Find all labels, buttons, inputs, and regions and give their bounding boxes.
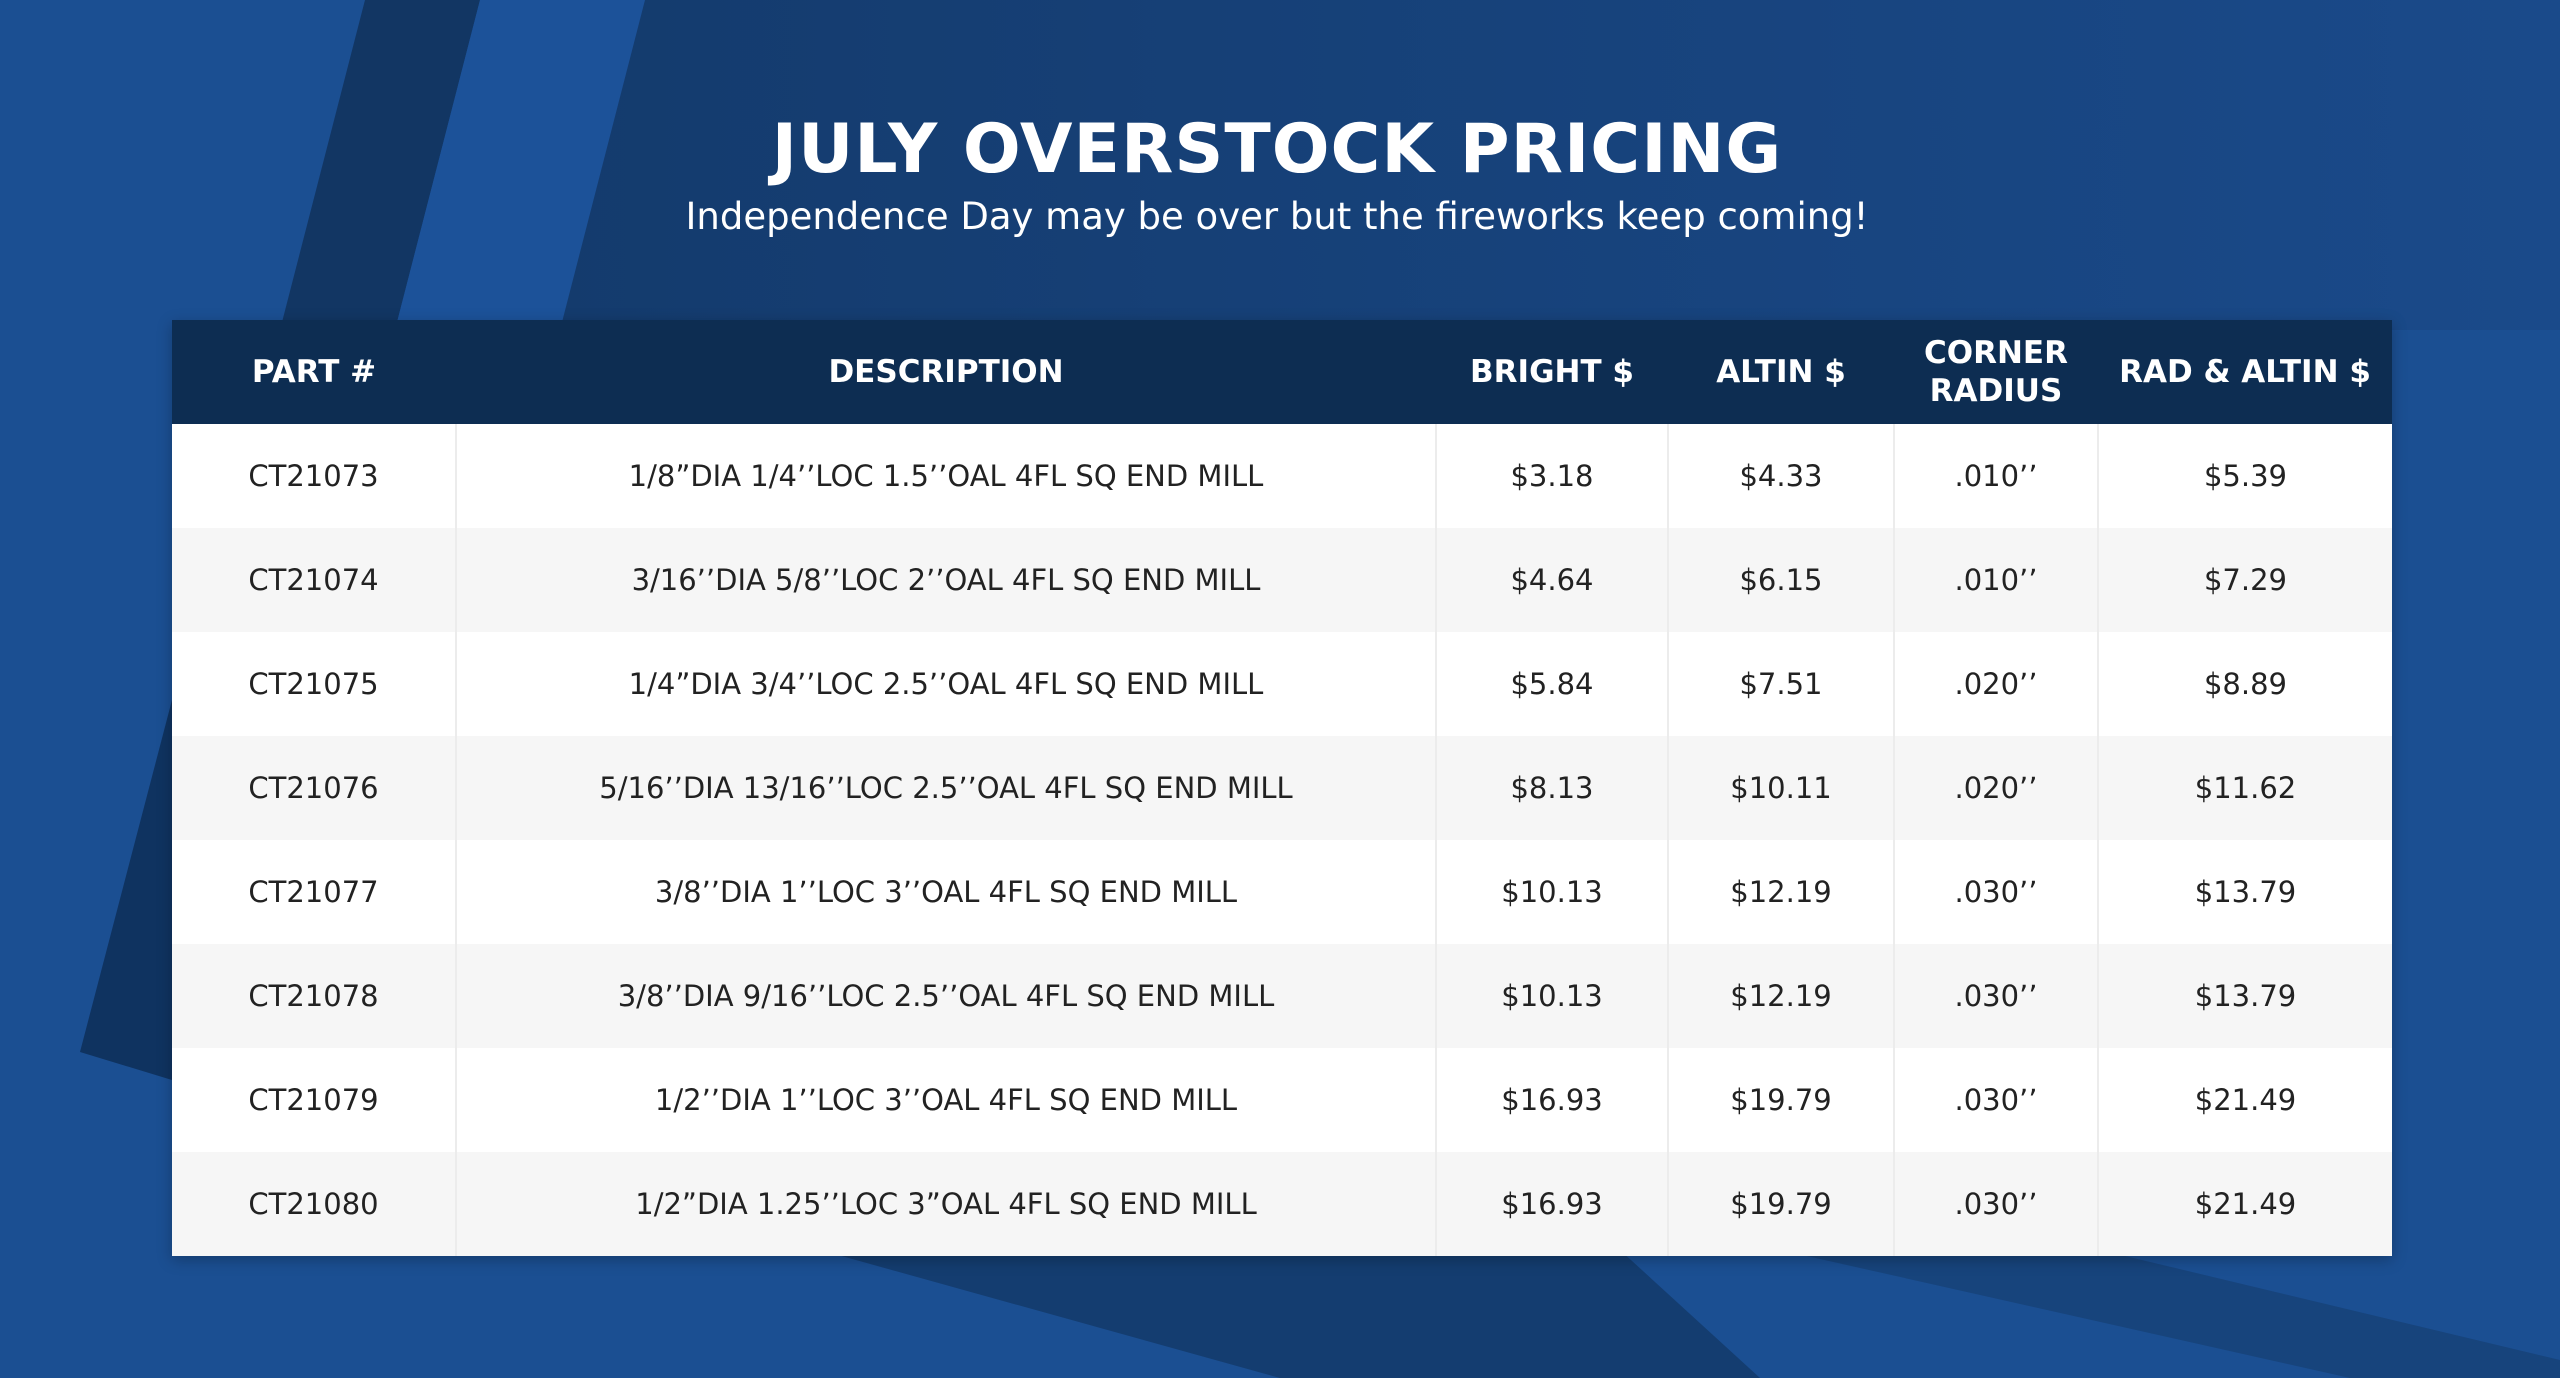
cell-rad-altin-price: $21.49: [2194, 1187, 2297, 1221]
cell-bright-price: $4.64: [1436, 528, 1669, 632]
page-title: JULY OVERSTOCK PRICING: [771, 110, 1783, 189]
column-header-altin: ALTIN $: [1716, 354, 1846, 390]
cell-bright-price: $8.13: [1436, 736, 1669, 840]
background-left-shard: [80, 700, 172, 1080]
background-bottom-right-streak: [1780, 1250, 2560, 1378]
column-header-corner-radius-line2: RADIUS: [1929, 373, 2063, 409]
cell-rad-altin-price: $11.62: [2194, 771, 2297, 805]
background-top-panel: [560, 0, 2560, 330]
table-row: CT21075 1/4”DIA 3/4’’LOC 2.5’’OAL 4FL SQ…: [172, 632, 2392, 736]
cell-description: 3/8’’DIA 1’’LOC 3’’OAL 4FL SQ END MILL: [456, 840, 1437, 944]
table-row: CT21076 5/16’’DIA 13/16’’LOC 2.5’’OAL 4F…: [172, 736, 2392, 840]
cell-part: CT21080: [172, 1152, 457, 1256]
cell-corner-radius: .010’’: [1894, 424, 2099, 528]
cell-description: 3/8’’DIA 9/16’’LOC 2.5’’OAL 4FL SQ END M…: [456, 944, 1437, 1048]
cell-altin-price: $4.33: [1668, 424, 1895, 528]
cell-corner-radius: .020’’: [1894, 632, 2099, 736]
cell-rad-altin-price: $5.39: [2203, 459, 2288, 493]
column-header-bright: BRIGHT $: [1470, 354, 1634, 390]
table-row: CT21077 3/8’’DIA 1’’LOC 3’’OAL 4FL SQ EN…: [172, 840, 2392, 944]
cell-altin-price: $12.19: [1668, 944, 1895, 1048]
cell-rad-altin-price: $7.29: [2203, 563, 2288, 597]
cell-bright-price: $5.84: [1436, 632, 1669, 736]
cell-description: 5/16’’DIA 13/16’’LOC 2.5’’OAL 4FL SQ END…: [456, 736, 1437, 840]
cell-description: 1/8”DIA 1/4’’LOC 1.5’’OAL 4FL SQ END MIL…: [456, 424, 1437, 528]
cell-corner-radius: .010’’: [1894, 528, 2099, 632]
cell-rad-altin-price: $13.79: [2194, 979, 2297, 1013]
cell-description: 1/2”DIA 1.25’’LOC 3”OAL 4FL SQ END MILL: [456, 1152, 1437, 1256]
column-header-description: DESCRIPTION: [828, 354, 1064, 390]
cell-corner-radius: .030’’: [1894, 1048, 2099, 1152]
cell-part: CT21079: [172, 1048, 457, 1152]
table-row: CT21073 1/8”DIA 1/4’’LOC 1.5’’OAL 4FL SQ…: [172, 424, 2392, 528]
cell-corner-radius: .030’’: [1894, 944, 2099, 1048]
cell-bright-price: $16.93: [1436, 1048, 1669, 1152]
cell-bright-price: $3.18: [1436, 424, 1669, 528]
cell-part: CT21078: [172, 944, 457, 1048]
cell-rad-altin-price: $8.89: [2203, 667, 2288, 701]
column-header-rad-altin: RAD & ALTIN $: [2119, 354, 2371, 390]
cell-altin-price: $12.19: [1668, 840, 1895, 944]
column-header-corner-radius-line1: CORNER: [1924, 335, 2068, 371]
cell-part: CT21076: [172, 736, 457, 840]
table-row: CT21078 3/8’’DIA 9/16’’LOC 2.5’’OAL 4FL …: [172, 944, 2392, 1048]
page-subtitle: Independence Day may be over but the fir…: [685, 195, 1869, 238]
cell-bright-price: $10.13: [1436, 840, 1669, 944]
column-header-corner-radius: CORNER RADIUS: [1894, 320, 2098, 424]
table-body: CT21073 1/8”DIA 1/4’’LOC 1.5’’OAL 4FL SQ…: [172, 424, 2392, 1256]
background-dark-stripe: [280, 0, 480, 330]
table-row: CT21079 1/2’’DIA 1’’LOC 3’’OAL 4FL SQ EN…: [172, 1048, 2392, 1152]
cell-description: 3/16’’DIA 5/8’’LOC 2’’OAL 4FL SQ END MIL…: [456, 528, 1437, 632]
table-header: PART # DESCRIPTION BRIGHT $ ALTIN $ CORN…: [172, 320, 2392, 424]
cell-part: CT21073: [172, 424, 457, 528]
cell-altin-price: $19.79: [1668, 1152, 1895, 1256]
table-header-row: PART # DESCRIPTION BRIGHT $ ALTIN $ CORN…: [172, 320, 2392, 424]
cell-part: CT21075: [172, 632, 457, 736]
table-row: CT21080 1/2”DIA 1.25’’LOC 3”OAL 4FL SQ E…: [172, 1152, 2392, 1256]
background-bottom-streak: [820, 1250, 1760, 1378]
cell-part: CT21077: [172, 840, 457, 944]
cell-altin-price: $6.15: [1668, 528, 1895, 632]
cell-bright-price: $10.13: [1436, 944, 1669, 1048]
background-light-stripe: [395, 0, 645, 330]
cell-part: CT21074: [172, 528, 457, 632]
cell-corner-radius: .020’’: [1894, 736, 2099, 840]
column-header-part: PART #: [251, 354, 377, 390]
cell-corner-radius: .030’’: [1894, 1152, 2099, 1256]
cell-corner-radius: .030’’: [1894, 840, 2099, 944]
cell-description: 1/4”DIA 3/4’’LOC 2.5’’OAL 4FL SQ END MIL…: [456, 632, 1437, 736]
table-row: CT21074 3/16’’DIA 5/8’’LOC 2’’OAL 4FL SQ…: [172, 528, 2392, 632]
cell-altin-price: $7.51: [1668, 632, 1895, 736]
pricing-table: PART # DESCRIPTION BRIGHT $ ALTIN $ CORN…: [172, 320, 2392, 1256]
cell-altin-price: $19.79: [1668, 1048, 1895, 1152]
pricing-table-container: PART # DESCRIPTION BRIGHT $ ALTIN $ CORN…: [172, 320, 2392, 1256]
page-header: JULY OVERSTOCK PRICING Independence Day …: [0, 110, 2560, 242]
cell-description: 1/2’’DIA 1’’LOC 3’’OAL 4FL SQ END MILL: [456, 1048, 1437, 1152]
cell-rad-altin-price: $21.49: [2194, 1083, 2297, 1117]
cell-bright-price: $16.93: [1436, 1152, 1669, 1256]
cell-rad-altin-price: $13.79: [2194, 875, 2297, 909]
cell-altin-price: $10.11: [1668, 736, 1895, 840]
